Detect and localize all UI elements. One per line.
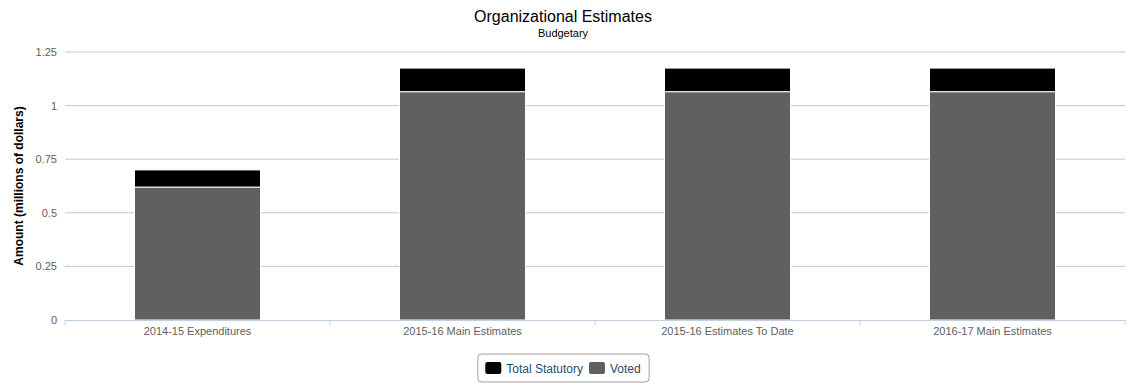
legend-label: Total Statutory xyxy=(506,362,583,376)
legend-box xyxy=(478,354,649,382)
bar xyxy=(665,92,791,320)
legend-swatch xyxy=(589,362,605,374)
chart: Organizational Estimates Budgetary 0 0.25 0.… xyxy=(0,0,1134,389)
legend: Total Statutory Voted xyxy=(478,354,649,382)
legend-label: Voted xyxy=(610,362,641,376)
x-tick-label: 2014-15 Expenditures xyxy=(144,325,252,337)
title: Organizational Estimates xyxy=(474,8,652,25)
bars xyxy=(135,68,1056,320)
bar xyxy=(665,68,791,92)
legend-item[interactable]: Total Statutory xyxy=(485,362,583,376)
x-tick xyxy=(860,320,861,325)
y-tick-label: 1 xyxy=(51,100,57,112)
x-tick xyxy=(1125,320,1126,325)
y-tick-label: 0.25 xyxy=(36,260,57,272)
y-axis-title: Amount (millions of dollars) xyxy=(12,106,26,265)
y-tick-label: 0.5 xyxy=(42,207,57,219)
bar xyxy=(930,92,1056,320)
subtitle: Budgetary xyxy=(538,27,589,39)
legend-item[interactable]: Voted xyxy=(589,362,641,376)
y-tick-label: 0.75 xyxy=(36,153,57,165)
x-tick-label: 2016-17 Main Estimates xyxy=(933,325,1052,337)
bar xyxy=(135,187,261,320)
x-tick xyxy=(65,320,66,325)
y-tick-label: 1.25 xyxy=(36,46,57,58)
bar xyxy=(135,170,261,187)
legend-swatch xyxy=(485,362,501,374)
bar xyxy=(400,92,526,320)
x-tick xyxy=(330,320,331,325)
y-tick-label: 0 xyxy=(51,314,57,326)
bar xyxy=(400,68,526,92)
x-tick-label: 2015-16 Main Estimates xyxy=(403,325,522,337)
x-tick xyxy=(595,320,596,325)
x-tick-label: 2015-16 Estimates To Date xyxy=(661,325,793,337)
grid-line xyxy=(65,52,1125,53)
bar xyxy=(930,68,1056,92)
